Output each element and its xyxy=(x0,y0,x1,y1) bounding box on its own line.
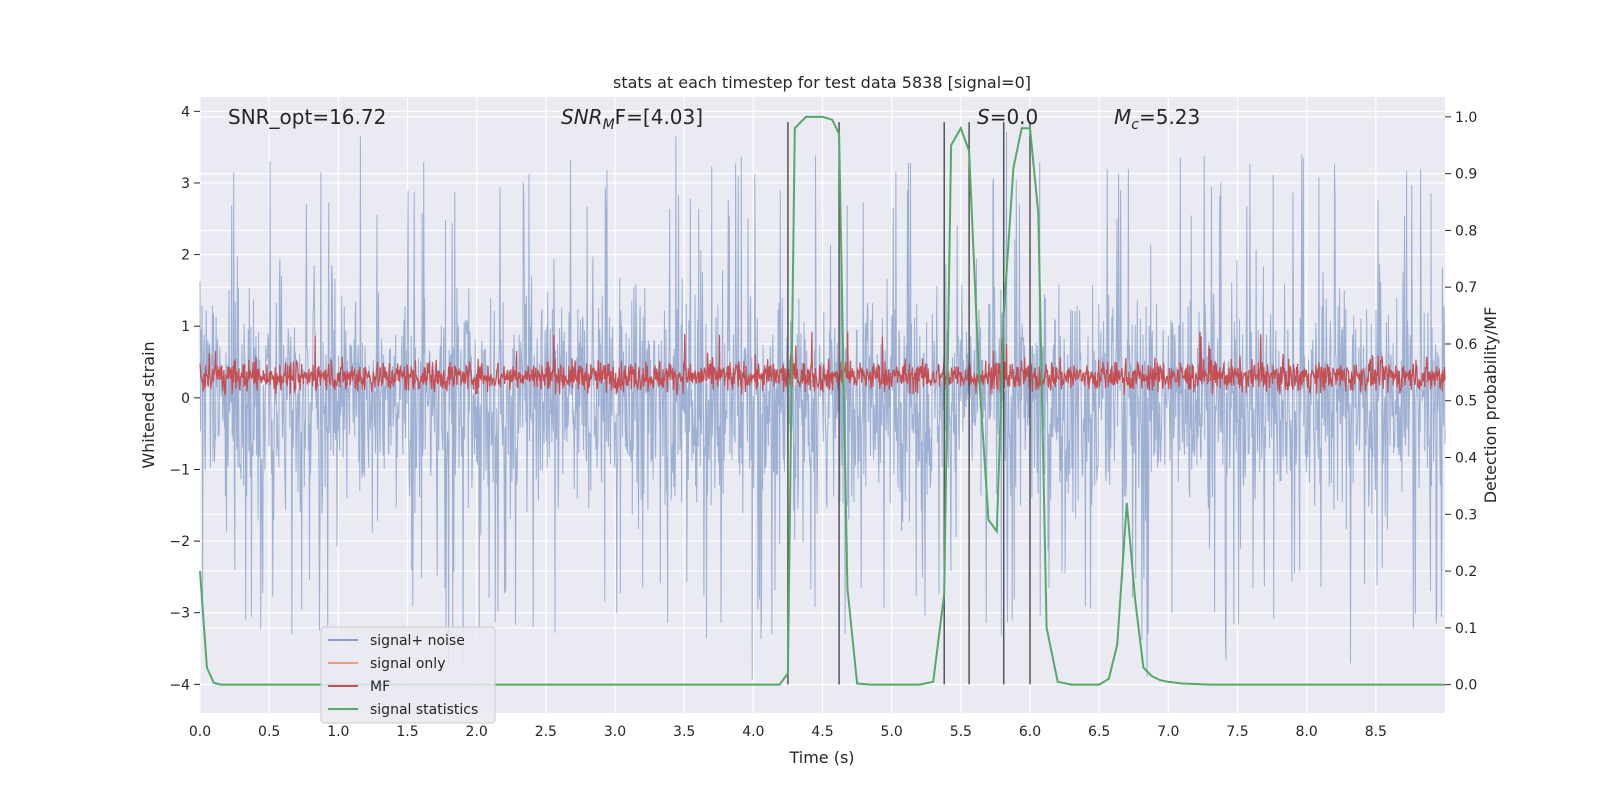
x-axis-label: Time (s) xyxy=(788,748,854,767)
y2-tick-label: 0.7 xyxy=(1455,280,1477,296)
x-tick-label: 0.0 xyxy=(189,724,211,740)
annotation-s-rest: =0.0 xyxy=(990,105,1039,129)
annotation-mc: Mc=5.23 xyxy=(1114,105,1200,133)
noise-line xyxy=(199,131,1446,680)
annotation-mc-sub: c xyxy=(1131,117,1139,133)
annotation-s-main: S xyxy=(977,105,990,129)
legend-label-signal-statistics: signal statistics xyxy=(370,702,478,718)
annotation-snr-mf: SNRMF=[4.03] xyxy=(561,105,703,133)
y2-tick-label: 0.0 xyxy=(1455,678,1477,694)
y2-axis-label: Detection probability/MF xyxy=(1481,307,1500,504)
y2-tick-label: 1.0 xyxy=(1455,110,1477,126)
legend-label-signal-only: signal only xyxy=(370,656,445,672)
annotation-s: S=0.0 xyxy=(977,105,1038,129)
y-tick-label: −1 xyxy=(169,462,190,478)
x-tick-label: 0.5 xyxy=(258,724,280,740)
x-tick-label: 7.0 xyxy=(1157,724,1179,740)
y2-tick-label: 0.4 xyxy=(1455,451,1477,467)
x-tick-label: 6.5 xyxy=(1088,724,1110,740)
x-tick-label: 3.5 xyxy=(673,724,695,740)
y-tick-label: −2 xyxy=(169,534,190,550)
y2-tick-label: 0.8 xyxy=(1455,223,1477,239)
y-tick-label: −4 xyxy=(169,677,190,693)
x-tick-label: 4.5 xyxy=(811,724,833,740)
y-tick-label: 1 xyxy=(181,319,190,335)
x-tick-label: 7.5 xyxy=(1226,724,1248,740)
annotation-snr-mf-rest: F=[4.03] xyxy=(615,105,703,129)
signal-statistics-line xyxy=(199,115,1445,686)
chart-title: stats at each timestep for test data 583… xyxy=(613,73,1031,92)
y2-tick-label: 0.9 xyxy=(1455,167,1477,183)
axis-ticks: 0.0 0.5 1.0 1.5 2.0 2.5 3.0 3.5 4.0 4.5 5.0 5.5 6.0 6… xyxy=(169,104,1477,740)
y2-tick-label: 0.6 xyxy=(1455,337,1477,353)
mf-series xyxy=(199,331,1446,397)
legend-box xyxy=(320,626,496,724)
x-tick-label: 8.0 xyxy=(1296,724,1318,740)
annotation-mc-main: M xyxy=(1114,105,1131,129)
x-tick-label: 6.0 xyxy=(1019,724,1041,740)
x-tick-label: 8.5 xyxy=(1365,724,1387,740)
y-tick-label: −3 xyxy=(169,606,190,622)
x-tick-label: 1.5 xyxy=(396,724,418,740)
annotation-mc-rest: =5.23 xyxy=(1139,105,1200,129)
mf-line xyxy=(199,331,1446,397)
noise-series xyxy=(199,131,1446,680)
x-tick-label: 4.0 xyxy=(742,724,764,740)
signal-statistics-series xyxy=(199,115,1445,686)
legend-label-noise: signal+ noise xyxy=(370,633,465,649)
y2-tick-label: 0.3 xyxy=(1455,507,1477,523)
x-tick-label: 5.0 xyxy=(881,724,903,740)
legend: signal+ noise signal only MF signal stat… xyxy=(320,626,496,724)
y-axis-label: Whitened strain xyxy=(139,341,158,468)
x-tick-label: 3.0 xyxy=(604,724,626,740)
annotation-snr-mf-sub: M xyxy=(603,117,615,133)
x-tick-label: 2.0 xyxy=(466,724,488,740)
x-tick-label: 5.5 xyxy=(950,724,972,740)
y-tick-label: 0 xyxy=(181,391,190,407)
x-tick-label: 1.0 xyxy=(327,724,349,740)
x-tick-label: 2.5 xyxy=(535,724,557,740)
y-tick-label: 4 xyxy=(181,104,190,120)
legend-label-mf: MF xyxy=(370,679,390,695)
annotation-snr-mf-main: SNR xyxy=(561,105,603,129)
annotation-snr-opt: SNR_opt=16.72 xyxy=(228,105,386,129)
y2-tick-label: 0.5 xyxy=(1455,394,1477,410)
y2-tick-label: 0.2 xyxy=(1455,564,1477,580)
y2-tick-label: 0.1 xyxy=(1455,621,1477,637)
y-tick-label: 3 xyxy=(181,176,190,192)
y-tick-label: 2 xyxy=(181,248,190,264)
